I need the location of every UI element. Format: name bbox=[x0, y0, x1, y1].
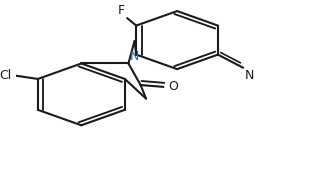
Text: O: O bbox=[168, 80, 178, 93]
Text: F: F bbox=[118, 4, 125, 17]
Text: N: N bbox=[130, 50, 139, 63]
Text: N: N bbox=[245, 69, 254, 82]
Text: Cl: Cl bbox=[0, 69, 12, 82]
